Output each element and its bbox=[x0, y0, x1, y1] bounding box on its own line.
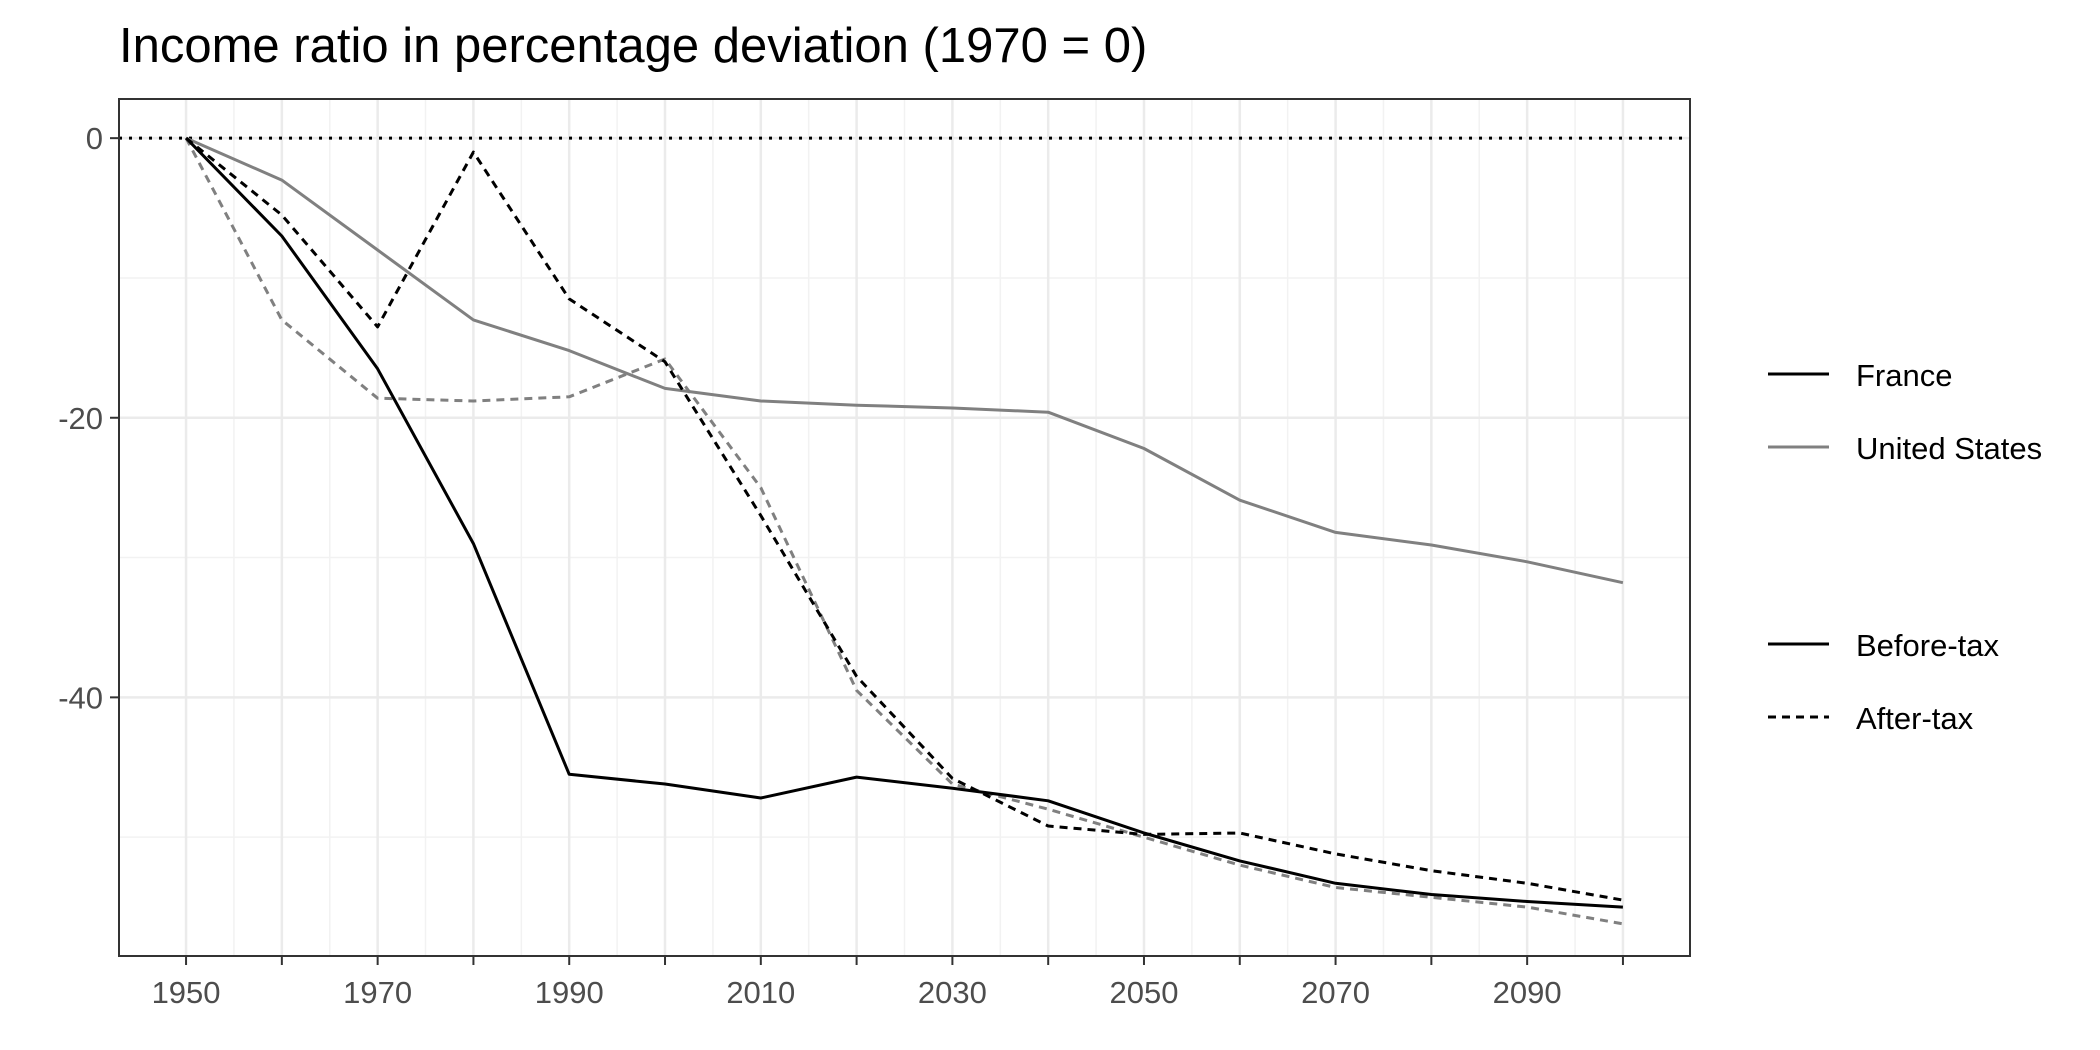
legend-label-before-tax: Before-tax bbox=[1856, 628, 2000, 663]
legend-label-after-tax: After-tax bbox=[1856, 701, 1974, 736]
x-tick-label-1950: 1950 bbox=[152, 975, 221, 1010]
plot-panel bbox=[118, 98, 1691, 957]
x-tick-label-2050: 2050 bbox=[1109, 975, 1178, 1010]
legend-label-united-states: United States bbox=[1856, 431, 2042, 466]
y-tick-label-40: -40 bbox=[58, 680, 103, 715]
legend-item-united-states: United States bbox=[1768, 431, 2042, 466]
x-tick-label-2070: 2070 bbox=[1301, 975, 1370, 1010]
series-line-united-states-after-tax bbox=[184, 137, 1624, 926]
legend-item-france: France bbox=[1768, 358, 1952, 393]
panel-border bbox=[118, 98, 1691, 957]
legend-item-before-tax: Before-tax bbox=[1768, 628, 2000, 663]
chart-title: Income ratio in percentage deviation (19… bbox=[119, 19, 1147, 73]
x-tick-label-2030: 2030 bbox=[918, 975, 987, 1010]
legend-item-after-tax: After-tax bbox=[1768, 701, 1974, 736]
major-gridlines bbox=[119, 99, 1690, 956]
y-axis: 0 -20 -40 bbox=[58, 121, 119, 715]
x-axis: 1950 1970 1990 2010 2030 2050 2070 2090 bbox=[152, 956, 1624, 1010]
x-tick-label-1970: 1970 bbox=[343, 975, 412, 1010]
y-tick-label-20: -20 bbox=[58, 401, 103, 436]
legend-label-france: France bbox=[1856, 358, 1952, 393]
x-tick-label-1990: 1990 bbox=[535, 975, 604, 1010]
series-layer bbox=[184, 136, 1624, 926]
legend: France United States Before-tax After-ta… bbox=[1768, 358, 2042, 736]
x-tick-label-2090: 2090 bbox=[1493, 975, 1562, 1010]
series-line-united-states-before-tax bbox=[185, 136, 1624, 585]
series-line-france-after-tax bbox=[185, 136, 1624, 902]
series-line-france-before-tax bbox=[185, 137, 1623, 909]
y-tick-label-0: 0 bbox=[86, 121, 103, 156]
x-tick-label-2010: 2010 bbox=[726, 975, 795, 1010]
